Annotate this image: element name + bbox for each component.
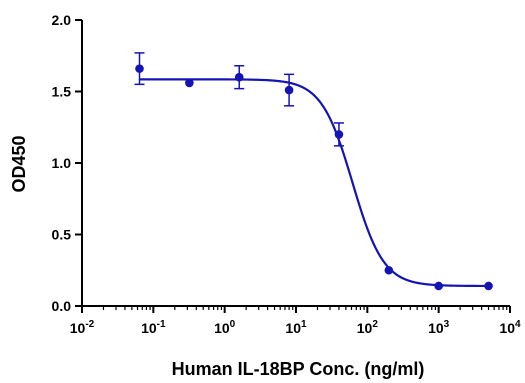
x-axis-ticks: 10-2 10-1 100 101 102 103 104 [70,306,521,336]
x-tick-label: 102 [357,319,379,336]
y-tick-label: 1.5 [52,84,72,100]
x-axis-title: Human IL-18BP Conc. (ng/ml) [172,359,425,379]
x-tick-label: 100 [214,319,236,336]
data-point [234,72,244,82]
fit-curve [139,78,489,288]
y-tick-label: 2.0 [52,12,72,28]
data-point [135,64,144,73]
y-axis-title: OD450 [9,135,29,192]
data-point [334,130,344,139]
y-tick-label: 1.0 [52,155,72,171]
axes [81,20,510,307]
y-tick-label: 0.5 [52,227,72,243]
data-point [284,85,294,95]
y-axis-ticks: 0.0 0.5 1.0 1.5 2.0 [52,12,82,314]
data-point [434,281,443,291]
x-tick-label: 104 [499,319,521,336]
data-points [134,52,493,291]
data-point [384,265,394,275]
x-tick-label: 103 [428,319,450,336]
data-point [185,78,194,88]
y-tick-label: 0.0 [52,298,72,314]
data-point [484,281,493,291]
x-tick-label: 10-2 [70,319,95,336]
x-tick-label: 101 [285,319,307,336]
x-tick-label: 10-1 [141,319,166,336]
